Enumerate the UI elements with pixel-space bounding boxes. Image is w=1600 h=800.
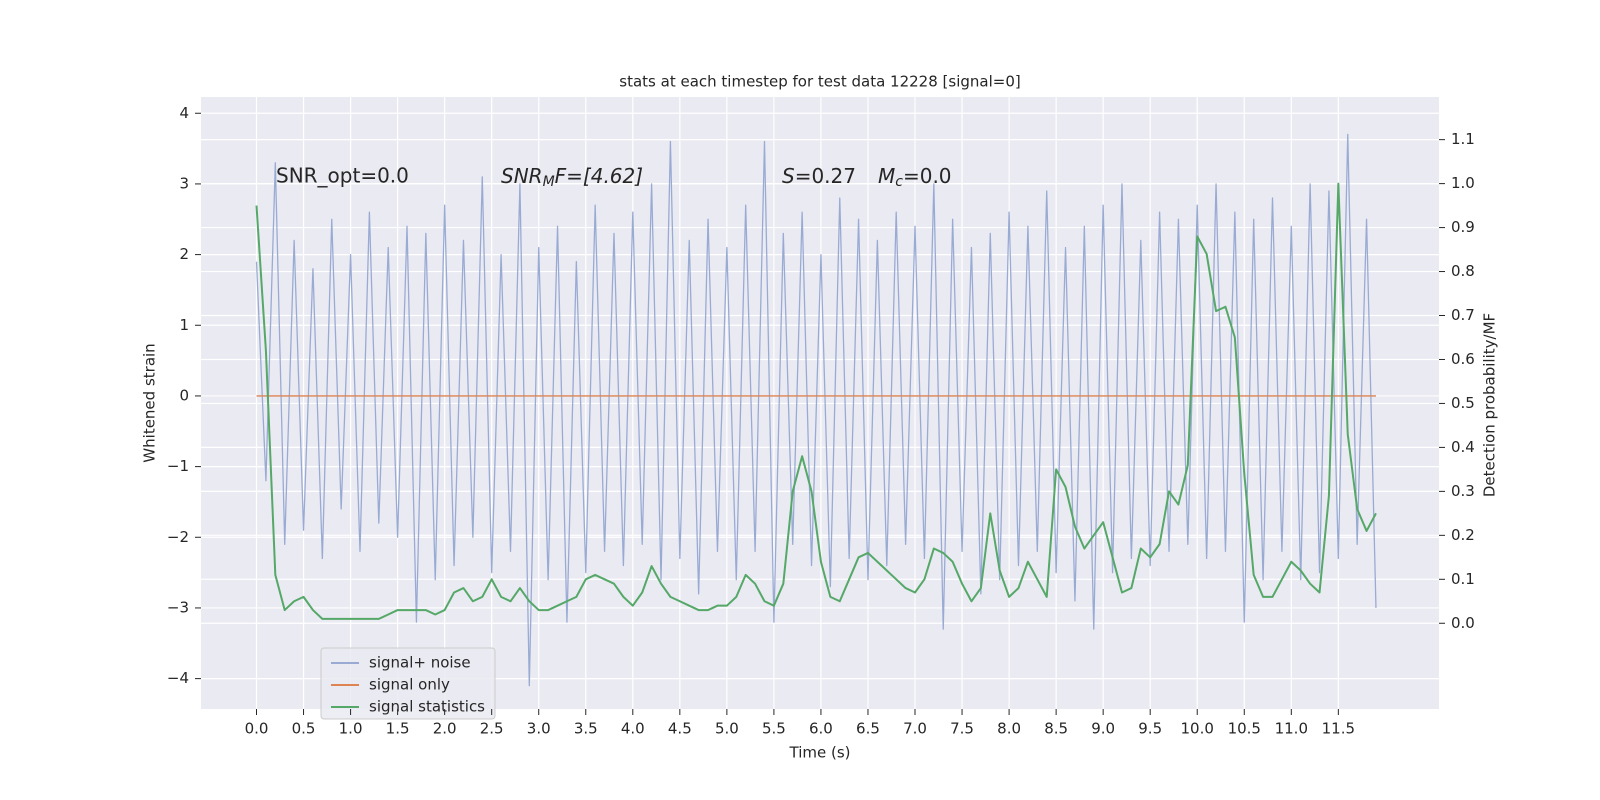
annotation: SNRMF=[4.62]	[501, 164, 643, 191]
y2-tick-label: 0.4	[1451, 438, 1475, 456]
x-tick-label: 10.0	[1181, 720, 1214, 738]
annotation-part: M	[878, 164, 895, 188]
legend-label: signal+ noise	[369, 654, 471, 672]
legend-label: signal statistics	[369, 698, 485, 716]
y-axis-label: Whitened strain	[141, 343, 159, 462]
x-tick-label: 8.0	[997, 720, 1021, 738]
x-tick-label: 3.5	[574, 720, 598, 738]
y-tick-label: −4	[167, 669, 189, 687]
x-tick-label: 8.5	[1044, 720, 1068, 738]
y-tick-label: −2	[167, 528, 189, 546]
y-tick-label: −3	[167, 598, 189, 616]
y2-tick-label: 0.5	[1451, 394, 1475, 412]
x-tick-label: 2.0	[433, 720, 457, 738]
x-tick-label: 2.5	[480, 720, 504, 738]
x-tick-label: 5.0	[715, 720, 739, 738]
y-tick-label: 2	[179, 245, 189, 263]
y2-tick-label: 0.1	[1451, 570, 1475, 588]
x-tick-label: 1.0	[339, 720, 363, 738]
x-tick-label: 7.5	[950, 720, 974, 738]
x-tick-label: 11.5	[1322, 720, 1355, 738]
chart-title: stats at each timestep for test data 122…	[619, 73, 1020, 91]
x-tick-label: 4.0	[621, 720, 645, 738]
x-tick-label: 10.5	[1228, 720, 1261, 738]
annotation-part: =0.27	[795, 164, 856, 188]
x-tick-label: 7.0	[903, 720, 927, 738]
legend-label: signal only	[369, 676, 450, 694]
y2-tick-label: 0.6	[1451, 350, 1475, 368]
annotation-part: S	[782, 164, 795, 188]
y2-tick-label: 0.9	[1451, 218, 1475, 236]
y2-tick-label: 0.2	[1451, 526, 1475, 544]
legend-box	[320, 647, 496, 720]
x-tick-label: 11.0	[1275, 720, 1308, 738]
y2-tick-label: 0.8	[1451, 262, 1475, 280]
x-tick-label: 0.0	[245, 720, 269, 738]
y2-tick-label: 0.7	[1451, 306, 1475, 324]
x-tick-label: 4.5	[668, 720, 692, 738]
y-tick-label: 0	[179, 386, 189, 404]
annotation: Mc=0.0	[878, 164, 952, 191]
y-tick-label: 4	[179, 104, 189, 122]
x-tick-label: 3.0	[527, 720, 551, 738]
x-tick-label: 1.5	[386, 720, 410, 738]
annotation-part: c	[895, 174, 903, 190]
x-tick-label: 5.5	[762, 720, 786, 738]
annotation-part: =0.0	[903, 164, 952, 188]
legend: signal+ noise signal only signal statistic…	[320, 647, 496, 720]
annotation-part: F=[4.62]	[555, 164, 643, 188]
series-line	[255, 133, 1377, 687]
y2-tick-label: 1.0	[1451, 174, 1475, 192]
series-line	[255, 182, 1377, 620]
marks	[255, 133, 1377, 687]
x-tick-label: 9.5	[1138, 720, 1162, 738]
annotation-part: M	[543, 174, 555, 190]
y-tick-label: −1	[167, 457, 189, 475]
y2-tick-label: 1.1	[1451, 130, 1475, 148]
y-tick-label: 1	[179, 316, 189, 334]
annotation-part: SNR	[501, 164, 543, 188]
y2-tick-label: 0.0	[1451, 614, 1475, 632]
x-tick-label: 9.0	[1091, 720, 1115, 738]
x-tick-label: 0.5	[292, 720, 316, 738]
y2-tick-label: 0.3	[1451, 482, 1475, 500]
x-axis-label: Time (s)	[789, 744, 851, 762]
x-tick-label: 6.0	[809, 720, 833, 738]
annotation: S=0.27	[782, 164, 856, 188]
y-tick-label: 3	[179, 174, 189, 192]
y2-axis-label: Detection probability/MF	[1481, 313, 1499, 497]
x-tick-label: 6.5	[856, 720, 880, 738]
annotation: SNR_opt=0.0	[276, 164, 409, 188]
